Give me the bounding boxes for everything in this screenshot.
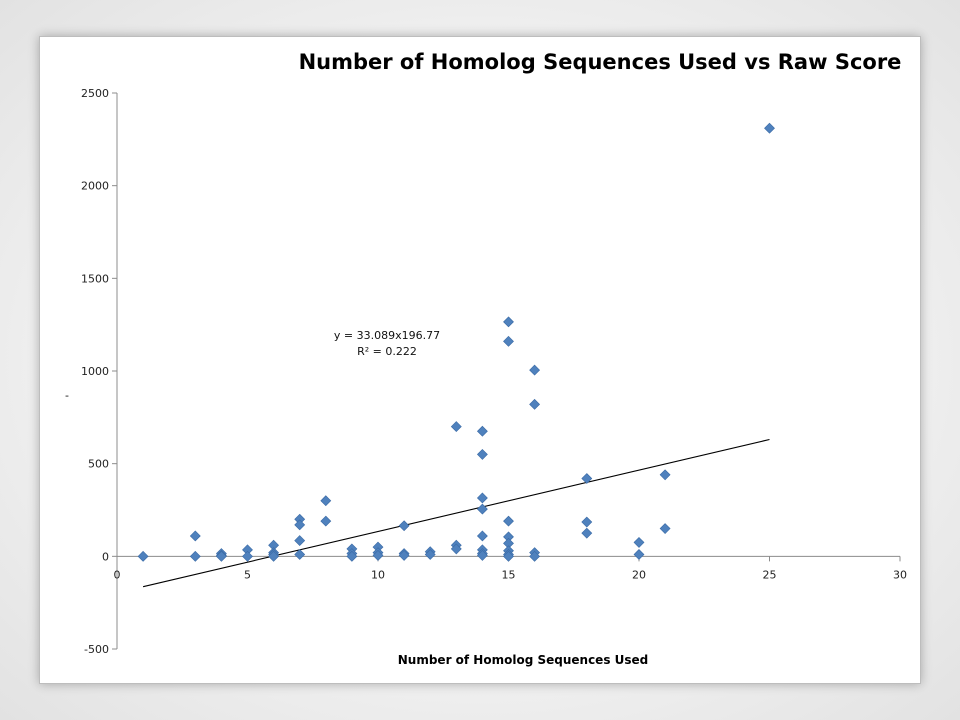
x-tick-label: 0 <box>114 568 121 581</box>
x-axis-title: Number of Homolog Sequences Used <box>398 653 649 667</box>
data-point <box>242 550 253 562</box>
y-tick-label: 500 <box>88 458 109 471</box>
data-point <box>424 549 436 560</box>
data-point <box>294 549 306 560</box>
data-point <box>476 425 488 437</box>
data-point <box>633 549 645 560</box>
trendline-r-squared: R² = 0.222 <box>357 345 417 358</box>
data-point <box>320 515 332 527</box>
y-tick-label: 2500 <box>81 87 109 100</box>
data-point <box>398 549 410 561</box>
y-tick-label: 1000 <box>81 365 109 378</box>
data-point <box>529 364 541 376</box>
data-point <box>503 515 514 527</box>
data-point <box>476 549 488 561</box>
data-point <box>476 448 488 460</box>
data-point <box>764 122 775 134</box>
y-axis-title: - <box>65 389 69 402</box>
chart-frame: Number of Homolog Sequences Used vs Raw … <box>39 36 921 684</box>
data-point <box>503 316 514 328</box>
x-tick-label: 15 <box>502 568 516 581</box>
y-tick-label: 2000 <box>81 180 109 193</box>
data-point <box>372 549 384 561</box>
data-point <box>294 519 306 531</box>
y-tick-label: -500 <box>84 643 109 656</box>
y-tick-label: 1500 <box>81 272 109 285</box>
data-point <box>476 503 488 515</box>
x-tick-label: 25 <box>763 568 777 581</box>
data-point <box>633 537 645 548</box>
data-point <box>450 421 462 433</box>
data-point <box>659 469 671 481</box>
data-point <box>581 473 593 484</box>
data-point <box>659 523 671 534</box>
data-point <box>450 543 462 555</box>
data-point <box>215 550 227 562</box>
data-point <box>189 530 201 542</box>
scatter-chart: Number of Homolog Sequences Used vs Raw … <box>65 50 907 667</box>
plot-area: -500 0 500 1000 1500 2000 2500 0 5 10 15 20 25 30 <box>81 87 907 656</box>
data-point <box>476 492 488 504</box>
x-tick-label: 5 <box>244 568 251 581</box>
data-point <box>320 495 332 507</box>
x-tick-label: 20 <box>632 568 646 581</box>
data-point <box>529 398 541 410</box>
data-point <box>294 535 306 547</box>
data-point <box>581 516 593 528</box>
chart-title: Number of Homolog Sequences Used vs Raw … <box>299 50 902 74</box>
data-point <box>503 550 514 562</box>
data-point <box>398 520 410 532</box>
data-point <box>137 550 149 562</box>
data-point <box>268 550 280 562</box>
data-point <box>581 527 593 539</box>
trendline-equation: y = 33.089x196.77 <box>334 329 440 342</box>
data-point <box>346 550 358 562</box>
data-point <box>476 530 488 542</box>
trendline <box>142 438 770 588</box>
data-point <box>529 550 541 562</box>
x-tick-label: 30 <box>893 568 907 581</box>
data-point <box>503 335 514 347</box>
x-tick-label: 10 <box>371 568 385 581</box>
y-tick-label: 0 <box>102 550 109 563</box>
data-point <box>189 550 201 562</box>
